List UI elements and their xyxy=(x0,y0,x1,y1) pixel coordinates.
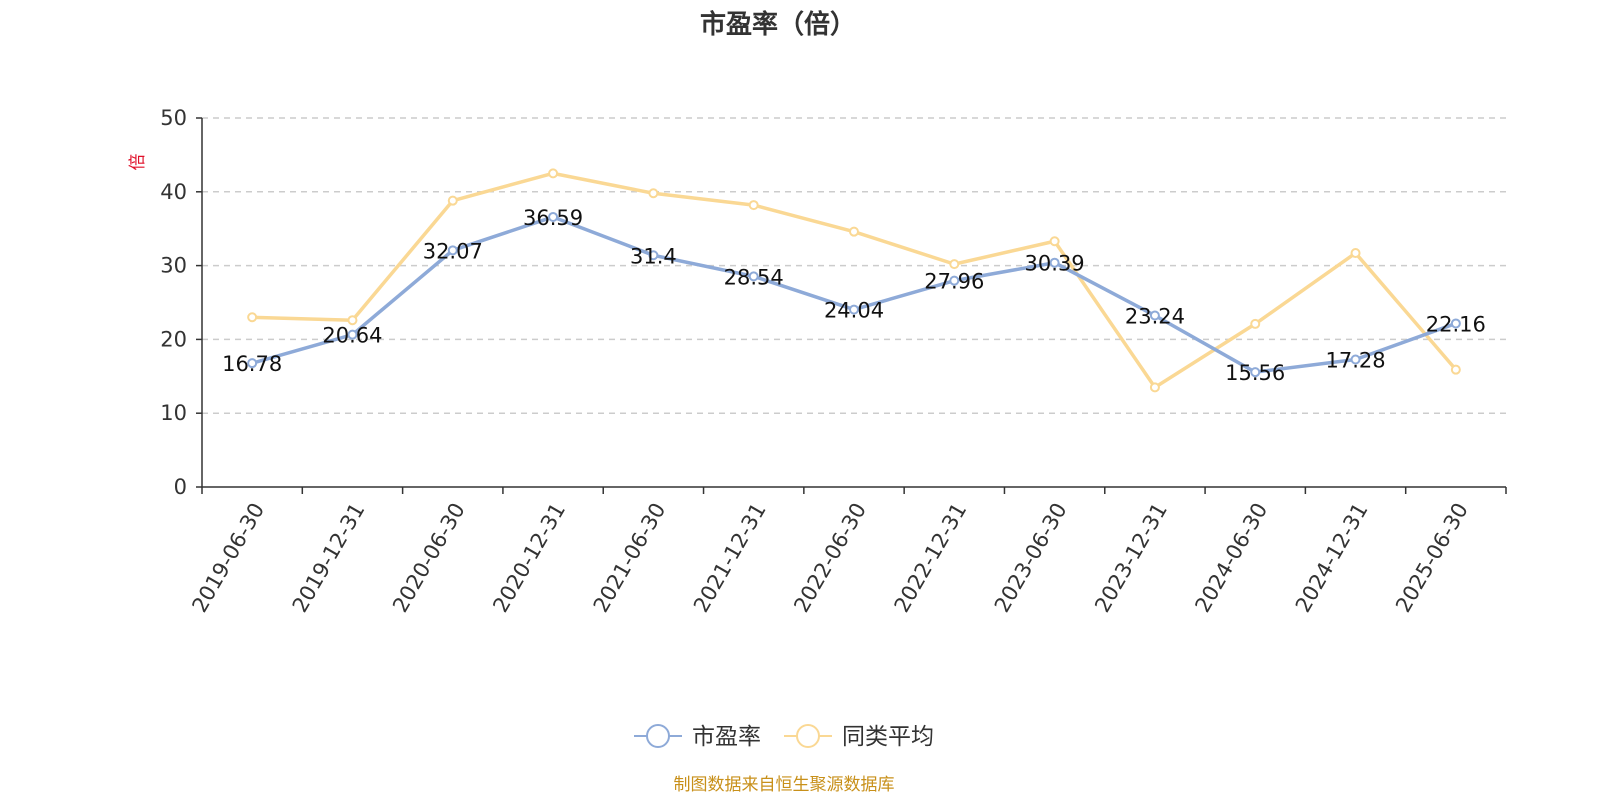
legend-item[interactable]: 同类平均 xyxy=(784,724,934,750)
x-tick-label: 2019-06-30 xyxy=(187,499,269,617)
y-tick-label: 40 xyxy=(160,180,187,204)
data-point xyxy=(849,304,859,315)
data-point xyxy=(247,358,258,369)
data-label: 28.54 xyxy=(724,265,784,289)
grid-lines xyxy=(202,117,1506,414)
data-point xyxy=(1049,257,1060,268)
data-label: 32.07 xyxy=(423,239,483,263)
series-line xyxy=(252,171,1458,390)
data-point xyxy=(1350,248,1361,259)
data-point xyxy=(1450,364,1461,375)
data-point xyxy=(1149,310,1160,321)
x-tick-label: 2020-06-30 xyxy=(388,499,470,617)
x-tick-label: 2019-12-31 xyxy=(288,499,370,617)
x-tick-label: 2024-06-30 xyxy=(1190,499,1272,617)
legend-marker-icon xyxy=(646,724,670,748)
data-point xyxy=(347,329,358,340)
y-tick-label: 20 xyxy=(160,327,187,351)
data-point xyxy=(548,168,559,179)
data-point xyxy=(648,188,659,199)
x-tick-label: 2023-06-30 xyxy=(990,499,1072,617)
data-point xyxy=(1450,318,1461,329)
data-label: 31.4 xyxy=(630,244,677,268)
data-label: 22.16 xyxy=(1426,312,1486,336)
data-label: 23.24 xyxy=(1125,304,1185,328)
data-point xyxy=(447,195,458,206)
data-label: 16.78 xyxy=(222,352,282,376)
x-tick-label: 2023-12-31 xyxy=(1090,499,1172,617)
y-tick-label: 10 xyxy=(160,401,187,425)
data-point xyxy=(447,245,458,256)
data-point xyxy=(849,226,859,237)
data-point xyxy=(1250,367,1261,378)
data-point xyxy=(247,312,258,323)
data-labels: 16.78 20.64 32.07 36.59 31.4 28.54 24.04 27.96 3… xyxy=(222,206,1486,385)
data-point xyxy=(347,315,358,326)
data-point xyxy=(548,211,559,222)
legend-label: 同类平均 xyxy=(842,724,934,750)
data-label: 15.56 xyxy=(1225,361,1285,385)
data-point xyxy=(1049,236,1060,247)
axes: 0 10 20 30 40 50 2019-06-30 2019-12-31 2020-06-3… xyxy=(160,106,1507,617)
data-point xyxy=(1149,382,1160,393)
data-label: 24.04 xyxy=(824,299,884,323)
data-point xyxy=(748,271,759,282)
legend-label: 市盈率 xyxy=(692,724,761,750)
y-tick-label: 50 xyxy=(160,106,187,130)
data-label: 17.28 xyxy=(1325,348,1385,372)
legend-item[interactable]: 市盈率 xyxy=(634,724,761,750)
data-label: 36.59 xyxy=(523,206,583,230)
x-tick-label: 2025-06-30 xyxy=(1391,499,1473,617)
series-lines xyxy=(247,168,1461,393)
legend-marker-icon xyxy=(796,724,820,748)
x-tick-label: 2024-12-31 xyxy=(1291,499,1373,617)
data-label: 30.39 xyxy=(1025,252,1085,276)
data-point xyxy=(1350,354,1361,365)
data-label: 20.64 xyxy=(322,324,382,348)
x-tick-label: 2022-06-30 xyxy=(789,499,871,617)
y-axis-unit: 倍 xyxy=(128,154,148,171)
legend[interactable]: 市盈率 同类平均 xyxy=(634,724,934,750)
data-point xyxy=(1250,318,1261,329)
source-note: 制图数据来自恒生聚源数据库 xyxy=(674,775,895,795)
x-tick-label: 2020-12-31 xyxy=(488,499,570,617)
data-label: 27.96 xyxy=(924,270,984,294)
data-point xyxy=(949,275,960,286)
x-tick-label: 2021-12-31 xyxy=(689,499,771,617)
y-tick-label: 0 xyxy=(174,475,187,499)
x-tick-label: 2021-06-30 xyxy=(589,499,671,617)
data-point xyxy=(949,259,960,270)
data-point xyxy=(648,250,659,261)
x-tick-label: 2022-12-31 xyxy=(890,499,972,617)
y-tick-label: 30 xyxy=(160,254,187,278)
chart-title: 市盈率（倍） xyxy=(700,9,856,40)
data-point xyxy=(748,200,759,211)
